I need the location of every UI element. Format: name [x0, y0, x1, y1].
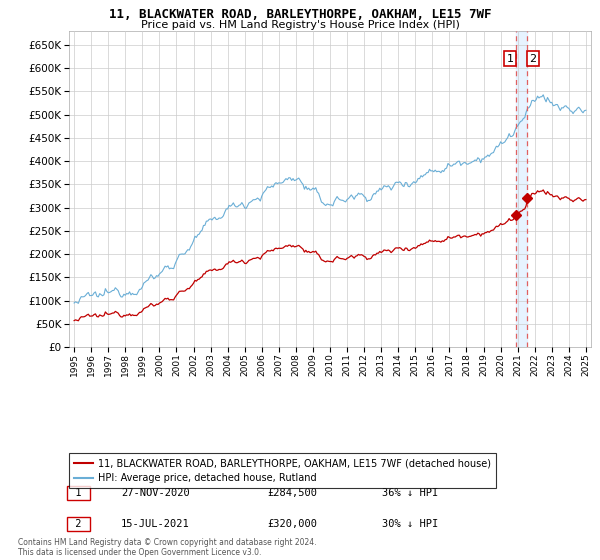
Text: £284,500: £284,500 [268, 488, 317, 498]
Text: Contains HM Land Registry data © Crown copyright and database right 2024.
This d: Contains HM Land Registry data © Crown c… [18, 538, 317, 557]
Text: 15-JUL-2021: 15-JUL-2021 [121, 519, 190, 529]
Text: 1: 1 [506, 54, 514, 64]
Text: 30% ↓ HPI: 30% ↓ HPI [382, 519, 439, 529]
Text: 27-NOV-2020: 27-NOV-2020 [121, 488, 190, 498]
Text: Price paid vs. HM Land Registry's House Price Index (HPI): Price paid vs. HM Land Registry's House … [140, 20, 460, 30]
Text: 36% ↓ HPI: 36% ↓ HPI [382, 488, 439, 498]
Legend: 11, BLACKWATER ROAD, BARLEYTHORPE, OAKHAM, LE15 7WF (detached house), HPI: Avera: 11, BLACKWATER ROAD, BARLEYTHORPE, OAKHA… [68, 453, 496, 488]
Bar [516, 31, 527, 347]
Text: 11, BLACKWATER ROAD, BARLEYTHORPE, OAKHAM, LE15 7WF: 11, BLACKWATER ROAD, BARLEYTHORPE, OAKHA… [109, 8, 491, 21]
Text: 1: 1 [69, 488, 88, 498]
Text: £320,000: £320,000 [268, 519, 317, 529]
Text: 2: 2 [529, 54, 536, 64]
Text: 2: 2 [69, 519, 88, 529]
